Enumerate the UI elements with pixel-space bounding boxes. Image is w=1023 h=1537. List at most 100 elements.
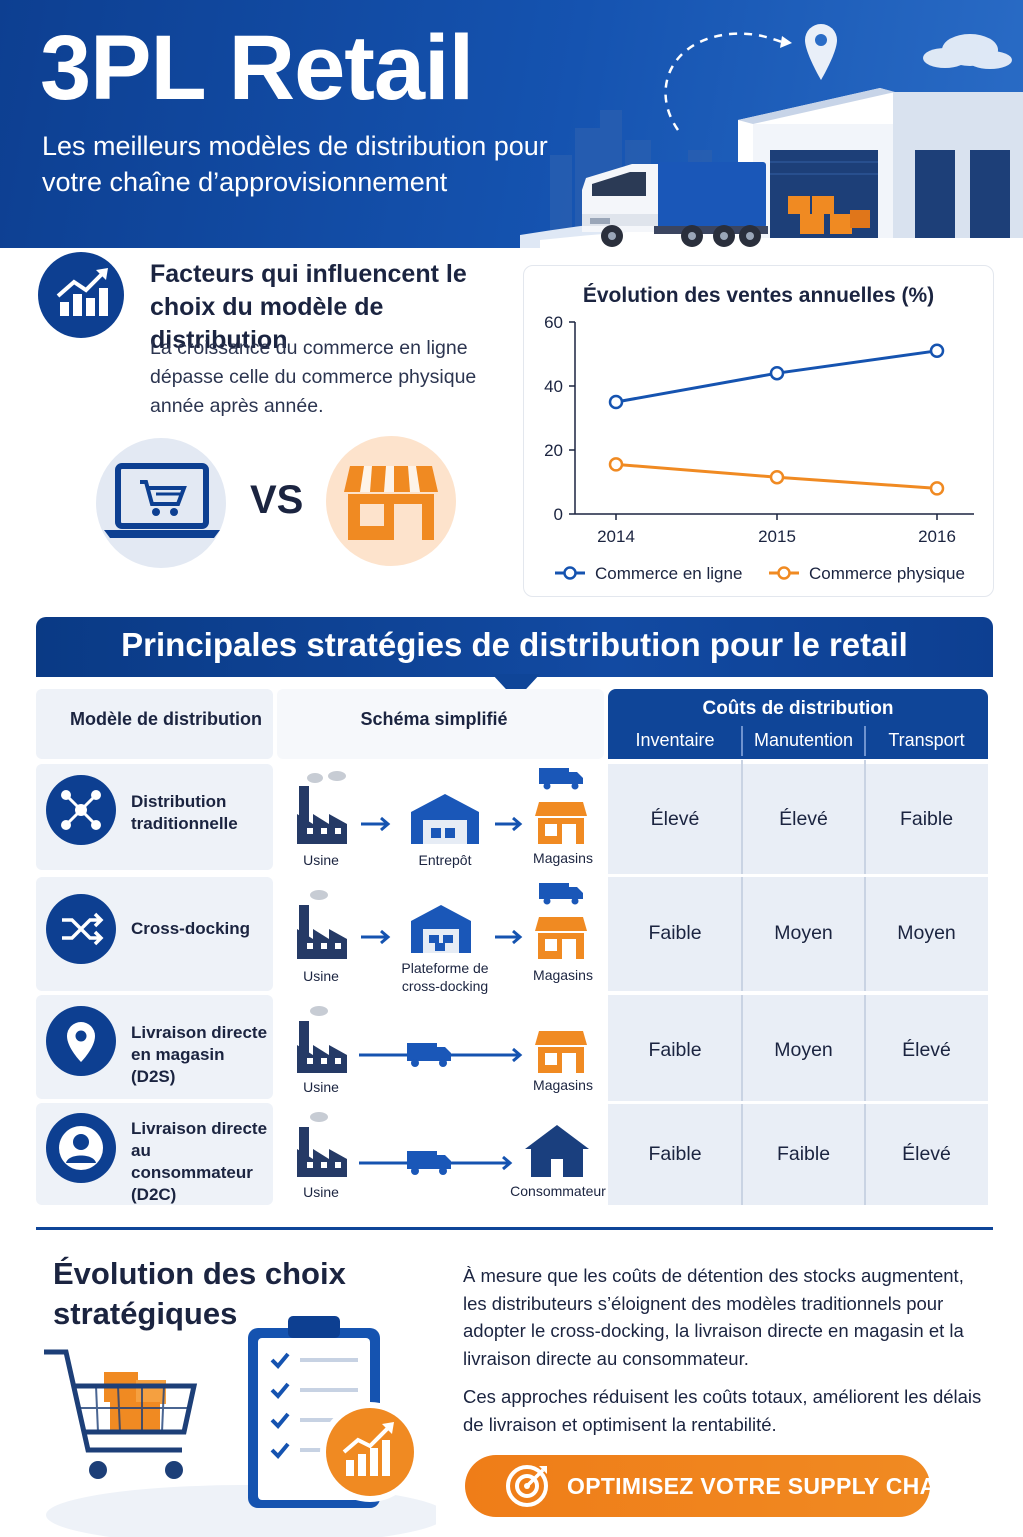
truck-icon (539, 883, 583, 905)
data-point (608, 457, 624, 472)
strategies-banner (36, 617, 993, 677)
cost-value: Faible (899, 808, 954, 830)
model-label-traditional: Distribution traditionnelle (131, 792, 238, 833)
truck-icon (407, 1151, 451, 1175)
truck-icon (539, 768, 583, 790)
target-icon (506, 1465, 548, 1507)
legend-label: Commerce physique (809, 564, 965, 583)
page-title: 3PL Retail (40, 17, 474, 119)
node-label: Usine (303, 852, 339, 868)
vs-label: VS (250, 478, 304, 522)
node-label: Magasins (533, 1077, 593, 1093)
cloud-icon (923, 34, 1012, 69)
location-pin-icon (46, 1006, 116, 1076)
truck-icon (407, 1043, 451, 1067)
column-header-schema-label: Schéma simplifié (360, 709, 508, 729)
divider (608, 991, 988, 995)
divider (608, 1101, 988, 1104)
shopping-cart-icon (44, 1349, 198, 1479)
column-header-costs-label: Coûts de distribution (702, 698, 894, 719)
column-header-schema (277, 689, 604, 759)
page-subtitle: Les meilleurs modèles de distribution po… (42, 131, 548, 197)
cost-value: Moyen (774, 1039, 833, 1061)
cost-value: Élevé (902, 1143, 951, 1165)
factory-icon (297, 771, 347, 844)
online-commerce-badge (96, 438, 226, 568)
cost-value: Élevé (902, 1039, 951, 1061)
cost-value: Élevé (779, 808, 828, 830)
divider (741, 726, 743, 756)
cost-col-handling: Manutention (753, 730, 854, 750)
divider (608, 874, 988, 877)
data-point (608, 394, 624, 410)
data-point (769, 365, 785, 381)
cta-button[interactable] (465, 1455, 930, 1517)
chart-growth-icon (38, 252, 124, 338)
y-tick-label: 40 (544, 377, 563, 396)
store-icon (535, 802, 587, 844)
legend-marker (777, 566, 791, 580)
legend-marker (563, 566, 577, 580)
x-tick-label: 2014 (597, 527, 635, 546)
schema-d2s: Usine Magasins (277, 995, 604, 1099)
y-tick-label: 60 (544, 313, 563, 332)
warehouse-icon (411, 905, 471, 953)
model-label-cross-docking: Cross-docking (131, 919, 251, 938)
cost-value: Faible (648, 1143, 702, 1165)
sales-chart-card (523, 265, 994, 597)
x-tick-label: 2015 (758, 527, 796, 546)
column-header-model-label: Modèle de distribution (70, 709, 262, 729)
node-label: Usine (303, 968, 339, 984)
divider (741, 760, 743, 1205)
cost-row (608, 877, 988, 991)
physical-commerce-badge (326, 436, 456, 566)
y-tick-label: 20 (544, 441, 563, 460)
node-label: Usine (303, 1079, 339, 1095)
column-header-costs (608, 689, 988, 759)
cta-button-label[interactable]: OPTIMISEZ VOTRE SUPPLY CHAIN (567, 1473, 961, 1499)
user-icon (46, 1113, 116, 1183)
legend-label: Commerce en ligne (595, 564, 742, 583)
node-label: Plateforme de cross-docking (401, 960, 489, 994)
growth-chart-icon (320, 1402, 420, 1502)
node-label: Magasins (533, 967, 593, 983)
y-tick-label: 0 (554, 505, 563, 524)
factory-icon (297, 1112, 347, 1177)
column-header-model (36, 689, 273, 759)
warehouse-icon (411, 794, 479, 844)
data-point (769, 469, 785, 485)
network-icon (46, 775, 116, 845)
cost-row (608, 995, 988, 1103)
evolution-title: Évolution des choix stratégiques (53, 1256, 346, 1331)
node-label: Consommateur (510, 1183, 606, 1199)
cost-row (608, 764, 988, 874)
factory-icon (297, 890, 347, 959)
cost-value: Élevé (650, 808, 700, 830)
laptop-cart-icon (104, 463, 220, 538)
factors-description: La croissance du commerce en ligne dépas… (150, 337, 477, 417)
schema-cross-docking: Usine Plateforme de cross-docking Magasi… (277, 877, 604, 994)
factors-title: Facteurs qui influencent le choix du mod… (150, 260, 467, 354)
divider (864, 726, 866, 756)
store-icon (344, 466, 438, 540)
warehouse-truck-illustration (520, 24, 1023, 248)
schema-d2c: Usine Consommateur (277, 1103, 606, 1205)
divider (864, 760, 866, 1205)
model-label-d2s: Livraison directe en magasin (D2S) (131, 1023, 268, 1086)
store-icon (535, 917, 587, 959)
section-divider (36, 1227, 993, 1230)
cost-value: Faible (648, 922, 702, 944)
cost-col-transport: Transport (888, 730, 965, 750)
house-icon (525, 1125, 589, 1177)
cost-col-inventory: Inventaire (635, 730, 715, 750)
schema-traditional: Usine Entrepôt Magasins (277, 764, 604, 870)
cost-row (608, 1103, 988, 1205)
data-point (929, 343, 945, 359)
cart-clipboard-illustration (44, 1316, 436, 1537)
sales-line-chart: 0 20 40 60 2014 2015 2016 Commerce en ligne Com… (544, 313, 974, 583)
chart-title: Évolution des ventes annuelles (%) (582, 284, 935, 307)
evolution-paragraph-2: Ces approches réduisent les coûts totaux… (463, 1386, 982, 1435)
x-tick-label: 2016 (918, 527, 956, 546)
cost-value: Moyen (774, 922, 833, 944)
location-pin-icon (805, 24, 837, 80)
